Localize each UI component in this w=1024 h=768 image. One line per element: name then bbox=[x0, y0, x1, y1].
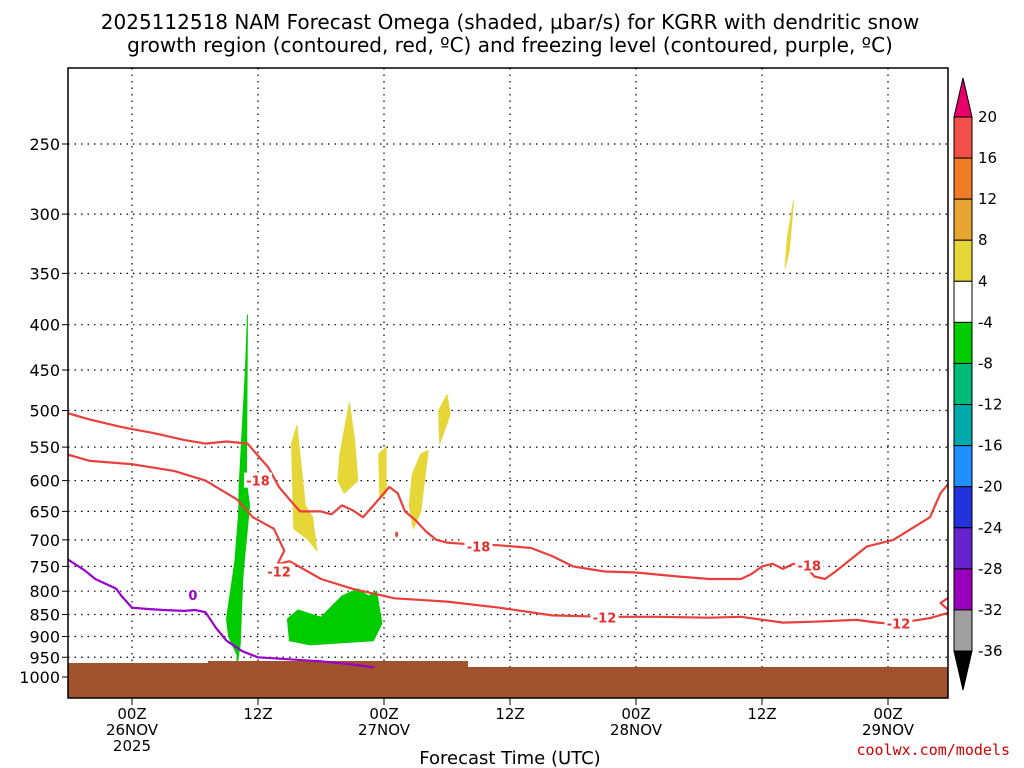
colorbar-label-3: 8 bbox=[978, 231, 988, 249]
y-tick-label-350: 350 bbox=[29, 264, 60, 283]
y-tick-label-800: 800 bbox=[29, 582, 60, 601]
contour-label-5: -12 bbox=[887, 617, 911, 632]
contour-label-bg-6 bbox=[186, 587, 199, 603]
colorbar-label-2: 12 bbox=[978, 190, 997, 208]
colorbar-band-4 bbox=[953, 280, 973, 323]
x-tick-label-0-0: 00Z bbox=[117, 705, 146, 723]
colorbar-band-8 bbox=[953, 445, 973, 488]
colorbar-label-1: 16 bbox=[978, 149, 997, 167]
x-tick-label-72-0: 00Z bbox=[873, 705, 902, 723]
y-tick-label-900: 900 bbox=[29, 627, 60, 646]
contour-label-6: 0 bbox=[188, 589, 197, 604]
y-tick-label-450: 450 bbox=[29, 361, 60, 380]
colorbar-label-12: -32 bbox=[978, 601, 1003, 619]
watermark: coolwx.com/models bbox=[856, 741, 1010, 759]
terrain-below-ground bbox=[68, 667, 948, 698]
y-tick-label-500: 500 bbox=[29, 402, 60, 421]
colorbar-triangle-top bbox=[953, 77, 973, 118]
colorbar-band-0 bbox=[953, 116, 973, 159]
contour-label-4: -18 bbox=[798, 559, 822, 574]
omega-region-negative-2 bbox=[286, 588, 383, 646]
colorbar-band-2 bbox=[953, 198, 973, 241]
omega-region-positive-8 bbox=[784, 200, 794, 269]
colorbar-band-12 bbox=[953, 609, 973, 652]
chart-title-line-1: 2025112518 NAM Forecast Omega (shaded, µ… bbox=[101, 10, 919, 34]
colorbar-band-1 bbox=[953, 157, 973, 200]
colorbar-band-10 bbox=[953, 527, 973, 570]
x-tick-label-24-1: 27NOV bbox=[358, 721, 411, 739]
colorbar-band-3 bbox=[953, 239, 973, 282]
plot-frame bbox=[67, 67, 949, 699]
terrain-edge-west bbox=[68, 663, 208, 669]
colorbar-band-5 bbox=[953, 321, 973, 364]
x-tick-label-36-0: 12Z bbox=[495, 705, 524, 723]
colorbar-band-7 bbox=[953, 404, 973, 447]
omega-region-positive-5 bbox=[378, 446, 387, 500]
contour-label-bg-3 bbox=[590, 609, 619, 625]
colorbar-label-7: -12 bbox=[978, 396, 1003, 414]
y-tick-label-850: 850 bbox=[29, 606, 60, 625]
dgz-contour-minus-18 bbox=[68, 412, 948, 581]
colorbar-triangle-bottom bbox=[953, 650, 973, 691]
y-tick-label-700: 700 bbox=[29, 531, 60, 550]
x-tick-label-24-0: 00Z bbox=[369, 705, 398, 723]
plot-content: -18 -12 -18 -12 -18 -12 0 bbox=[68, 68, 948, 698]
x-tick-label-0-2: 2025 bbox=[113, 737, 151, 755]
y-tick-label-950: 950 bbox=[29, 648, 60, 667]
dgz-contour-minus-12 bbox=[68, 453, 948, 625]
omega-region-positive-6 bbox=[408, 450, 429, 530]
colorbar-label-4: 4 bbox=[978, 272, 988, 290]
contour-label-2: -18 bbox=[467, 540, 491, 555]
y-tick-label-600: 600 bbox=[29, 472, 60, 491]
x-tick-label-12-0: 12Z bbox=[243, 705, 272, 723]
y-tick-label-1000: 1000 bbox=[19, 668, 60, 687]
contour-label-bg-2 bbox=[464, 538, 493, 554]
colorbar-band-11 bbox=[953, 568, 973, 611]
colorbar-label-11: -28 bbox=[978, 560, 1003, 578]
omega-region-positive-3 bbox=[291, 425, 318, 552]
y-tick-label-250: 250 bbox=[29, 135, 60, 154]
omega-region-positive-4 bbox=[337, 402, 359, 494]
freezing-level-contour-0 bbox=[68, 558, 375, 669]
colorbar-band-6 bbox=[953, 362, 973, 406]
y-tick-label-550: 550 bbox=[29, 438, 60, 457]
contour-label-3: -12 bbox=[593, 612, 617, 627]
contour-label-0: -18 bbox=[246, 475, 270, 490]
y-tick-label-650: 650 bbox=[29, 502, 60, 521]
contour-label-bg-5 bbox=[884, 615, 913, 631]
colorbar-label-6: -8 bbox=[978, 354, 993, 372]
colorbar-label-9: -20 bbox=[978, 478, 1003, 496]
colorbar-label-10: -24 bbox=[978, 519, 1003, 537]
terrain-edge-center bbox=[208, 661, 468, 669]
y-tick-label-750: 750 bbox=[29, 557, 60, 576]
y-axis: 250 300 350 400 450 500 550 600 650 700 750 800 850 9… bbox=[19, 135, 68, 687]
dgz-small-cell bbox=[395, 531, 399, 538]
colorbar-label-5: -4 bbox=[978, 313, 993, 331]
x-tick-label-48-1: 28NOV bbox=[610, 721, 663, 739]
colorbar-band-9 bbox=[953, 486, 973, 529]
y-tick-label-300: 300 bbox=[29, 205, 60, 224]
colorbar: 20 16 12 8 4 -4 -8 -12 -16 -20 -24 -28 -32 -36 bbox=[953, 77, 1003, 691]
colorbar-label-13: -36 bbox=[978, 642, 1003, 660]
y-tick-label-400: 400 bbox=[29, 316, 60, 335]
contour-label-1: -12 bbox=[267, 565, 291, 580]
plot-area: -18 -12 -18 -12 -18 -12 0 bbox=[67, 67, 949, 699]
colorbar-label-0: 20 bbox=[978, 108, 997, 126]
omega-region-positive-7 bbox=[438, 394, 451, 445]
x-axis-label: Forecast Time (UTC) bbox=[419, 748, 600, 768]
contour-label-bg-0 bbox=[244, 472, 272, 488]
contour-label-bg-4 bbox=[795, 557, 824, 573]
x-tick-label-0-1: 26NOV bbox=[106, 721, 159, 739]
x-tick-label-60-0: 12Z bbox=[747, 705, 776, 723]
colorbar-label-8: -16 bbox=[978, 437, 1003, 455]
x-tick-label-48-0: 00Z bbox=[621, 705, 650, 723]
chart-title-line-2: growth region (contoured, red, ºC) and f… bbox=[127, 33, 893, 57]
x-tick-label-72-1: 29NOV bbox=[862, 721, 915, 739]
contour-label-bg-1 bbox=[265, 563, 293, 579]
